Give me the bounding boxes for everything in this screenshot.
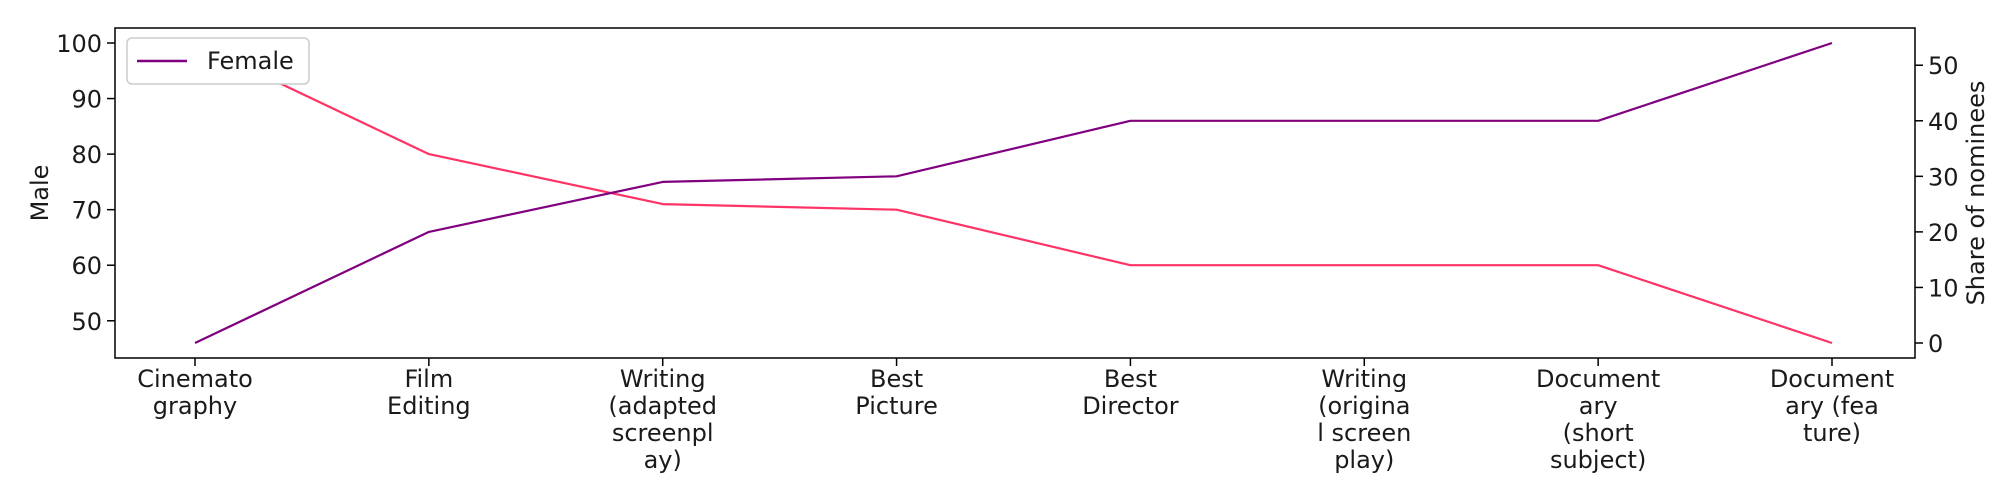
x-tick-label: Writing (adapted screenpl ay) bbox=[608, 365, 717, 474]
legend: Female bbox=[126, 37, 310, 85]
left-axis: 50 60 70 80 90 100 bbox=[56, 30, 115, 336]
right-tick-label: 10 bbox=[1928, 274, 1959, 302]
x-tick-label: Document ary (fea ture) bbox=[1770, 365, 1894, 447]
x-tick-label: Cinemato graphy bbox=[137, 365, 253, 420]
right-tick-label: 20 bbox=[1928, 219, 1959, 247]
left-tick-label: 70 bbox=[71, 197, 102, 225]
x-tick-label: Writing (origina l screen play) bbox=[1317, 365, 1411, 474]
left-tick-label: 50 bbox=[71, 308, 102, 336]
x-tick-label: Best Director bbox=[1082, 365, 1179, 420]
right-axis-title: Share of nominees bbox=[1962, 81, 1990, 306]
right-axis: 0 10 20 30 40 50 bbox=[1915, 52, 1959, 358]
series-line-female bbox=[194, 41, 1833, 344]
left-tick-label: 100 bbox=[56, 30, 102, 58]
legend-box bbox=[126, 37, 310, 85]
x-tick-label: Best Picture bbox=[855, 365, 938, 420]
left-tick-label: 90 bbox=[71, 86, 102, 114]
plot-area bbox=[114, 27, 1916, 359]
legend-label-female: Female bbox=[207, 47, 294, 75]
left-tick-label: 60 bbox=[71, 252, 102, 280]
x-tick-label: Document ary (short subject) bbox=[1536, 365, 1660, 474]
right-tick-label: 40 bbox=[1928, 108, 1959, 136]
left-tick-label: 80 bbox=[71, 141, 102, 169]
right-tick-label: 50 bbox=[1928, 52, 1959, 80]
right-tick-label: 30 bbox=[1928, 163, 1959, 191]
left-axis-title: Male bbox=[26, 165, 54, 222]
x-axis: Cinemato graphy Film Editing Writing (adapted… bbox=[137, 358, 1894, 474]
series-line-male bbox=[194, 42, 1833, 345]
series-lines bbox=[194, 41, 1833, 345]
x-tick-label: Film Editing bbox=[387, 365, 471, 420]
right-tick-label: 0 bbox=[1928, 330, 1943, 358]
